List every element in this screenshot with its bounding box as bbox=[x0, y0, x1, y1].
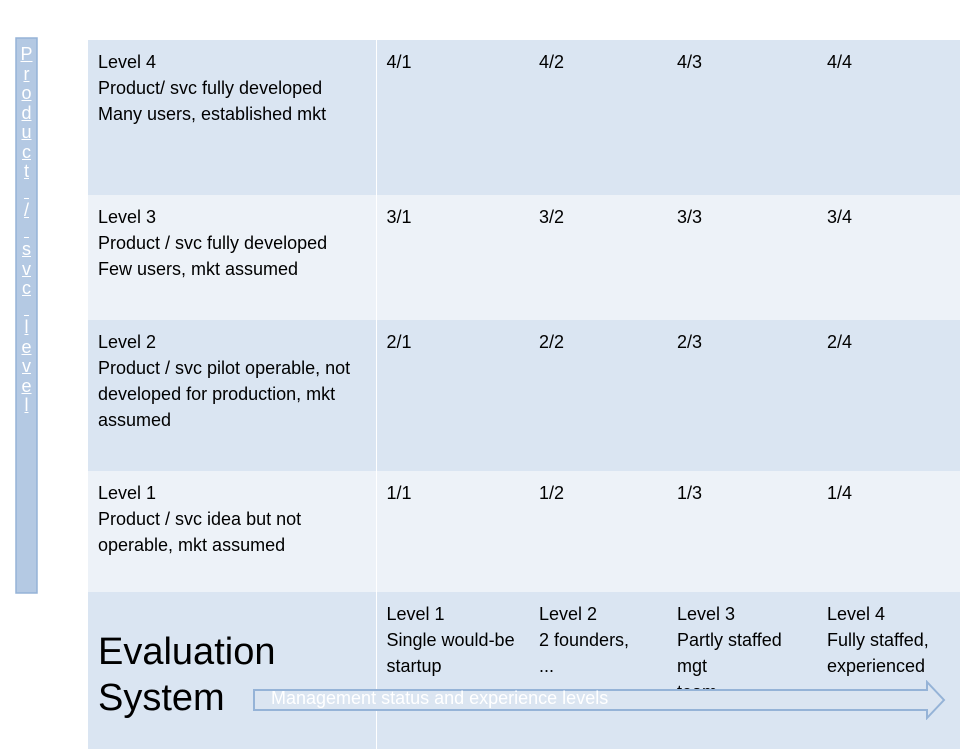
row-header-line: Product / svc fully developed bbox=[98, 233, 328, 253]
vertical-label-char: u bbox=[21, 122, 32, 142]
column-header-line: Level 2 bbox=[539, 604, 598, 624]
vertical-label-char: t bbox=[23, 161, 29, 181]
grid-cell: 4/2 bbox=[529, 40, 667, 195]
vertical-label-char: d bbox=[21, 102, 32, 123]
column-header-line: Level 3 bbox=[677, 604, 736, 624]
column-header-line: Level 1 bbox=[386, 604, 445, 624]
table-row: Level 3 Product / svc fully developed Fe… bbox=[88, 195, 960, 320]
row-header-line: Few users, mkt assumed bbox=[98, 259, 299, 279]
vertical-label-char: P bbox=[20, 44, 33, 64]
vertical-label-char bbox=[15, 221, 38, 241]
row-header-line: Level 1 bbox=[98, 483, 157, 503]
row-header-line: Many users, established mkt bbox=[98, 104, 327, 124]
grid-cell: 1/4 bbox=[817, 471, 960, 592]
grid-cell: 1/2 bbox=[529, 471, 667, 592]
vertical-label-char: l bbox=[24, 395, 29, 415]
arrow-polygon bbox=[253, 680, 946, 720]
grid-cell: 1/1 bbox=[376, 471, 529, 592]
column-header-line: startup bbox=[386, 656, 442, 676]
vertical-bar-rect bbox=[15, 37, 38, 594]
vertical-label-char bbox=[15, 182, 38, 202]
row-header-level-4: Level 4 Product/ svc fully developed Man… bbox=[88, 40, 377, 195]
column-header-line: ... bbox=[539, 656, 555, 676]
grid-cell: 3/3 bbox=[667, 195, 817, 320]
vertical-label-char: / bbox=[23, 200, 29, 220]
column-header-level-1: Level 1 Single would-be startup bbox=[376, 592, 529, 749]
vertical-label-char: c bbox=[22, 141, 31, 162]
vertical-label-char: s bbox=[22, 239, 31, 259]
column-header-level-4: Level 4 Fully staffed, experienced bbox=[817, 592, 960, 749]
column-header-line: 2 founders, bbox=[539, 630, 630, 650]
grid-cell: 2/3 bbox=[667, 320, 817, 471]
grid-cell: 4/1 bbox=[376, 40, 529, 195]
vertical-label-char: v bbox=[22, 356, 31, 376]
horizontal-axis-arrow-shape bbox=[253, 680, 946, 720]
grid-cell: 2/4 bbox=[817, 320, 960, 471]
row-header-line: Product/ svc fully developed bbox=[98, 78, 323, 98]
row-header-level-2: Level 2 Product / svc pilot operable, no… bbox=[88, 320, 377, 471]
grid-cell: 3/4 bbox=[817, 195, 960, 320]
grid-cell: 3/1 bbox=[376, 195, 529, 320]
table-row: Level 1 Product / svc idea but not opera… bbox=[88, 471, 960, 592]
grid-cell: 1/3 bbox=[667, 471, 817, 592]
row-header-level-3: Level 3 Product / svc fully developed Fe… bbox=[88, 195, 377, 320]
grid-cell: 4/4 bbox=[817, 40, 960, 195]
vertical-label-char: l bbox=[24, 317, 29, 337]
horizontal-axis-label: Management status and experience levels bbox=[271, 688, 609, 708]
vertical-label-char: e bbox=[21, 336, 32, 357]
grid-cell: 4/3 bbox=[667, 40, 817, 195]
column-header-line: experienced bbox=[827, 656, 926, 676]
column-header-line: Fully staffed, bbox=[827, 630, 929, 650]
table-row: Level 2 Product / svc pilot operable, no… bbox=[88, 320, 960, 471]
column-header-line: Partly staffed mgt bbox=[677, 630, 782, 676]
vertical-axis-arrow-shape bbox=[15, 37, 38, 594]
column-header-line: Level 4 bbox=[827, 604, 886, 624]
evaluation-grid: Level 4 Product/ svc fully developed Man… bbox=[88, 40, 960, 749]
row-header-level-1: Level 1 Product / svc idea but not opera… bbox=[88, 471, 377, 592]
row-header-line: Product / svc pilot operable, not develo… bbox=[98, 358, 351, 430]
vertical-label-char bbox=[15, 299, 38, 319]
vertical-label-char: e bbox=[21, 375, 32, 396]
vertical-label-char: v bbox=[22, 258, 31, 279]
grid-cell: 3/2 bbox=[529, 195, 667, 320]
row-header-line: Level 2 bbox=[98, 332, 157, 352]
grid-cell: 2/1 bbox=[376, 320, 529, 471]
row-header-line: Product / svc idea but not operable, mkt… bbox=[98, 509, 302, 555]
evaluation-system-title: Evaluation System bbox=[88, 592, 377, 749]
horizontal-axis-arrow: Management status and experience levels bbox=[253, 680, 946, 720]
vertical-label-char: c bbox=[22, 278, 31, 298]
column-header-level-2: Level 2 2 founders, ... bbox=[529, 592, 667, 749]
vertical-label-char: r bbox=[23, 63, 30, 84]
table-row: Evaluation System Level 1 Single would-b… bbox=[88, 592, 960, 749]
row-header-line: Level 4 bbox=[98, 52, 157, 72]
table-row: Level 4 Product/ svc fully developed Man… bbox=[88, 40, 960, 195]
column-header-line: Single would-be bbox=[386, 630, 515, 650]
column-header-level-3: Level 3 Partly staffed mgt team, bbox=[667, 592, 817, 749]
vertical-label-char: o bbox=[21, 83, 32, 103]
row-header-line: Level 3 bbox=[98, 207, 157, 227]
grid-cell: 2/2 bbox=[529, 320, 667, 471]
